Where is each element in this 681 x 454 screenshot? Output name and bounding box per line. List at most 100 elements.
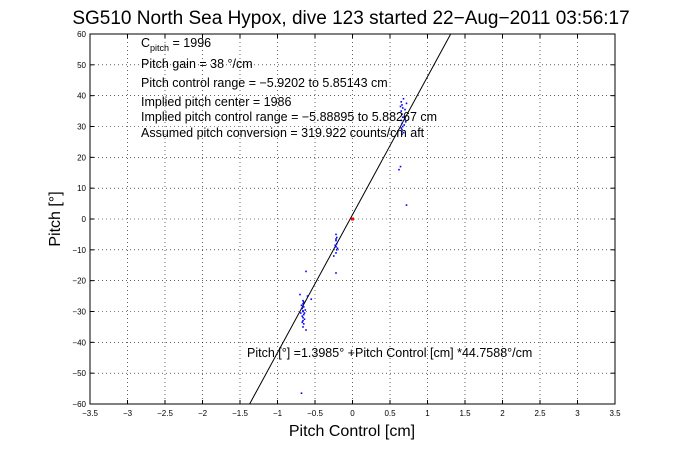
data-point <box>302 316 304 319</box>
fit-line-layer <box>249 33 452 405</box>
x-tick-label: −2.5 <box>157 409 173 418</box>
y-tick-label: −40 <box>72 338 86 347</box>
data-point <box>401 107 404 109</box>
data-point <box>303 318 306 321</box>
y-tick-label: 30 <box>77 123 86 132</box>
data-point <box>401 116 404 119</box>
data-point <box>335 233 337 236</box>
chart-title: SG510 North Sea Hypox, dive 123 started … <box>72 8 629 29</box>
x-tick-label: −0.5 <box>307 409 323 418</box>
data-point <box>402 97 405 100</box>
y-tick-label: −50 <box>72 369 86 378</box>
c-pitch-symbol: C <box>141 36 150 50</box>
data-point <box>299 312 302 314</box>
y-axis-label: Pitch [°] <box>47 191 64 246</box>
y-tick-label: 10 <box>77 184 86 193</box>
data-point <box>305 329 307 331</box>
data-point <box>401 128 403 131</box>
data-point <box>299 293 301 296</box>
data-point <box>405 102 408 105</box>
data-point <box>401 104 403 106</box>
y-tick-label: 60 <box>77 30 86 39</box>
x-tick-label: 3 <box>575 409 580 418</box>
data-point <box>301 321 304 324</box>
data-point <box>405 204 408 206</box>
x-axis-label: Pitch Control [cm] <box>289 423 415 440</box>
data-point <box>403 124 406 126</box>
data-point <box>404 121 407 123</box>
data-point <box>335 242 338 245</box>
x-tick-label: 0.5 <box>384 409 396 418</box>
y-tick-label: 0 <box>82 215 87 224</box>
data-point <box>335 245 337 248</box>
annotation-pitch-control-range: Pitch control range = −5.9202 to 5.85143… <box>141 76 388 90</box>
data-point <box>401 125 404 128</box>
data-point <box>335 239 337 242</box>
x-tick-label: −1 <box>273 409 283 418</box>
data-point <box>335 272 337 274</box>
data-point <box>336 247 339 250</box>
data-point <box>303 312 306 314</box>
x-tick-label: 0 <box>350 409 355 418</box>
data-point <box>400 110 403 112</box>
data-point <box>302 319 304 322</box>
annotation-c-pitch: Cpitch = 1996 <box>141 36 211 53</box>
data-point <box>401 133 403 136</box>
annotation-block: Cpitch = 1996 Pitch gain = 38 °/cm Pitch… <box>141 36 437 140</box>
data-point <box>302 302 304 305</box>
x-tick-label: −1.5 <box>232 409 248 418</box>
data-point <box>306 295 309 297</box>
data-point <box>334 244 337 247</box>
annotation-pitch-gain: Pitch gain = 38 °/cm <box>141 57 253 71</box>
x-tick-label: 3.5 <box>609 409 621 418</box>
annotation-pitch-conversion: Assumed pitch conversion = 319.922 count… <box>141 126 425 140</box>
data-point <box>301 307 304 310</box>
y-tick-label: −10 <box>72 246 86 255</box>
data-point <box>401 122 403 125</box>
y-tick-label: −20 <box>72 277 86 286</box>
y-tick-label: 20 <box>77 153 86 162</box>
data-point <box>404 117 406 120</box>
data-point <box>332 255 335 257</box>
data-point <box>401 113 403 115</box>
data-point <box>302 313 305 316</box>
data-point <box>399 105 402 108</box>
center-point <box>351 217 354 221</box>
data-point <box>302 310 304 312</box>
y-tick-label: 40 <box>77 92 86 101</box>
x-tick-label: 2 <box>500 409 505 418</box>
x-tick-label: −2 <box>198 409 208 418</box>
data-point <box>400 101 403 103</box>
y-tick-label: 50 <box>77 61 86 70</box>
data-point <box>302 326 304 328</box>
x-tick-label: −3.5 <box>82 409 98 418</box>
x-tick-label: 2.5 <box>534 409 546 418</box>
data-point <box>400 119 403 122</box>
data-point <box>305 270 307 273</box>
data-point <box>302 323 305 325</box>
data-point <box>301 315 304 317</box>
data-point <box>404 108 406 111</box>
x-tick-label: −3 <box>123 409 133 418</box>
data-point <box>335 238 337 240</box>
data-point <box>335 249 338 251</box>
data-point <box>399 165 402 168</box>
data-point <box>302 301 305 304</box>
data-point <box>302 299 304 302</box>
data-point <box>335 236 338 239</box>
data-point <box>310 298 313 300</box>
data-point <box>300 304 303 307</box>
c-pitch-value: = 1996 <box>169 36 211 50</box>
data-point <box>335 252 337 254</box>
data-point <box>400 127 403 129</box>
y-ticks: −60 −50 −40 −30 −20 −10 0 10 20 30 40 50 60 <box>72 30 615 409</box>
y-tick-label: −30 <box>72 308 86 317</box>
c-pitch-subscript: pitch <box>150 43 169 53</box>
data-points <box>299 97 408 395</box>
annotation-implied-pitch-center: Implied pitch center = 1986 <box>141 95 291 109</box>
data-point <box>302 306 305 308</box>
fit-line <box>249 33 452 405</box>
data-point <box>398 168 400 171</box>
